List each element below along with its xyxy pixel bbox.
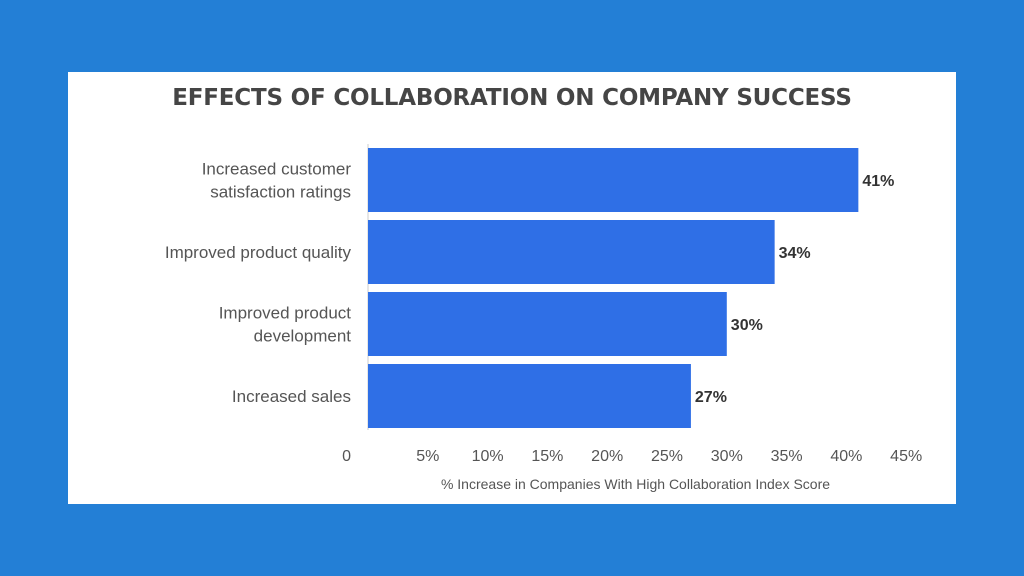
chart-title: EFFECTS OF COLLABORATION ON COMPANY SUCC… (172, 85, 852, 111)
category-label-2-line-1: development (254, 327, 352, 346)
x-tick-label-3: 15% (531, 448, 563, 465)
bar-3 (368, 364, 691, 428)
value-label-1: 34% (779, 245, 811, 262)
x-tick-label-6: 30% (711, 448, 743, 465)
x-tick-label-5: 25% (651, 448, 683, 465)
category-label-2-line-0: Improved product (219, 304, 352, 323)
chart-card: EFFECTS OF COLLABORATION ON COMPANY SUCC… (68, 72, 956, 504)
category-label-3: Increased sales (232, 387, 351, 406)
category-label-0-line-1: satisfaction ratings (210, 183, 351, 202)
x-tick-label-1: 5% (416, 448, 439, 465)
x-axis-label: % Increase in Companies With High Collab… (440, 476, 831, 492)
bar-0 (368, 148, 859, 212)
x-tick-label-4: 20% (591, 448, 623, 465)
value-label-0: 41% (862, 173, 894, 190)
category-label-1: Improved product quality (165, 243, 352, 262)
x-tick-label-7: 35% (771, 448, 803, 465)
bar-2 (368, 292, 727, 356)
bar-chart: 41% Increased customer satisfaction rating… (165, 144, 922, 465)
category-label-0-line-0: Increased customer (202, 160, 352, 179)
x-tick-label-9: 45% (890, 448, 922, 465)
value-label-2: 30% (731, 317, 763, 334)
x-tick-label-8: 40% (830, 448, 862, 465)
x-tick-label-0: 0 (342, 448, 351, 465)
value-label-3: 27% (695, 389, 727, 406)
bar-1 (368, 220, 775, 284)
x-tick-label-2: 10% (472, 448, 504, 465)
